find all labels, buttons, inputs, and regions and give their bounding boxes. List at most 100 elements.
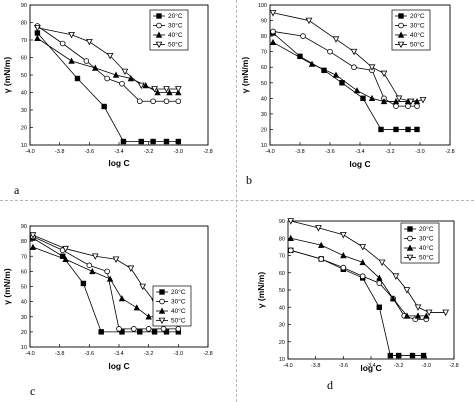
legend-marker bbox=[397, 41, 405, 49]
data-point bbox=[414, 312, 422, 319]
data-point bbox=[119, 329, 125, 335]
y-tick-label: 60 bbox=[261, 65, 267, 71]
legend-marker bbox=[156, 13, 162, 19]
y-tick-label: 90 bbox=[279, 219, 285, 225]
data-point bbox=[34, 34, 41, 41]
y-tick-label: 70 bbox=[21, 38, 27, 44]
data-point bbox=[270, 28, 276, 35]
data-point bbox=[368, 64, 376, 71]
chart-panel-a: -4.0 -3.8 -3.6 -3.4 -3.2 -3.0 -2.8 10 20 30 40 50 60… bbox=[0, 0, 236, 200]
data-point bbox=[419, 97, 427, 104]
y-tick-label: 10 bbox=[279, 357, 285, 363]
y-tick-label: 10 bbox=[21, 345, 27, 351]
data-point bbox=[395, 352, 402, 359]
x-tick-label: -3.8 bbox=[311, 363, 320, 369]
legend-label: 30°C bbox=[171, 298, 186, 306]
legend-marker bbox=[155, 41, 163, 49]
data-point bbox=[92, 64, 99, 71]
data-point bbox=[318, 241, 325, 248]
data-point bbox=[34, 24, 41, 32]
data-point bbox=[101, 103, 107, 110]
data-point bbox=[163, 329, 170, 335]
series-30c bbox=[34, 23, 182, 105]
legend-marker bbox=[397, 31, 405, 38]
data-point bbox=[353, 87, 361, 94]
x-tick-label: -3.0 bbox=[415, 149, 424, 155]
data-point bbox=[160, 326, 167, 332]
data-point bbox=[405, 126, 411, 133]
data-point bbox=[359, 258, 366, 266]
data-point bbox=[112, 71, 120, 78]
data-point bbox=[269, 9, 277, 17]
x-tick-label: -3.4 bbox=[366, 363, 375, 369]
data-point bbox=[120, 138, 127, 145]
legend-marker bbox=[398, 22, 404, 29]
series-40c bbox=[34, 34, 182, 96]
legend-marker bbox=[158, 317, 166, 325]
data-point bbox=[163, 86, 170, 93]
y-tick-label: 30 bbox=[21, 315, 27, 321]
series-50c bbox=[34, 24, 182, 93]
x-axis-label: log C bbox=[108, 158, 129, 168]
data-point bbox=[163, 138, 170, 145]
legend-label: 40°C bbox=[171, 307, 186, 315]
y-tick-label: 50 bbox=[21, 285, 27, 291]
panel-label-a: a bbox=[14, 183, 20, 197]
data-point bbox=[287, 247, 294, 254]
data-point bbox=[98, 329, 104, 335]
data-point bbox=[59, 40, 66, 47]
data-point bbox=[151, 86, 158, 93]
x-tick-label: -3.6 bbox=[339, 363, 348, 369]
data-point bbox=[287, 234, 294, 241]
series-20c bbox=[288, 247, 427, 359]
data-point bbox=[340, 264, 347, 271]
panel-label-b: b bbox=[246, 173, 252, 187]
y-tick-label: 60 bbox=[279, 271, 285, 277]
chart-svg: -4.0 -3.8 -3.6 -3.4 -3.2 -3.0 -2.8 10 20 30 40 50 60… bbox=[240, 3, 455, 169]
y-tick-label: 20 bbox=[21, 330, 27, 336]
data-point bbox=[127, 265, 135, 273]
data-point bbox=[137, 329, 143, 335]
y-axis-label: γ (mN/m) bbox=[256, 272, 266, 309]
data-point bbox=[91, 253, 99, 260]
x-tick-label: -3.4 bbox=[114, 149, 123, 155]
chart-svg: -4.0 -3.8 -3.6 -3.4 -3.2 -3.0 -2.8 10 20 30 40 50 60… bbox=[2, 224, 213, 371]
data-point bbox=[378, 259, 386, 267]
y-axis-label: γ (mN/m) bbox=[2, 268, 12, 305]
data-point bbox=[29, 243, 37, 250]
data-point bbox=[360, 95, 366, 102]
data-point bbox=[131, 326, 137, 332]
data-point bbox=[139, 283, 147, 291]
data-point bbox=[80, 280, 87, 287]
x-tick-label: -3.0 bbox=[422, 363, 431, 369]
data-point bbox=[318, 256, 324, 262]
data-point bbox=[414, 103, 420, 109]
data-point bbox=[150, 98, 156, 105]
data-point bbox=[332, 71, 340, 78]
legend-label: 50°C bbox=[171, 317, 186, 325]
legend-label: 50°C bbox=[168, 41, 183, 49]
data-point bbox=[269, 38, 277, 46]
data-point bbox=[350, 48, 358, 56]
data-point bbox=[59, 253, 66, 259]
data-point bbox=[62, 245, 69, 253]
legend-label: 30°C bbox=[410, 22, 425, 30]
y-axis-label: γ (mN/m) bbox=[2, 57, 12, 94]
x-tick-label: -3.2 bbox=[144, 351, 153, 357]
y-tick-label: 30 bbox=[261, 112, 267, 118]
legend-marker bbox=[398, 13, 404, 19]
data-point bbox=[112, 256, 120, 263]
y-tick-label: 40 bbox=[261, 96, 267, 102]
y-tick-label: 60 bbox=[21, 269, 27, 275]
data-point bbox=[137, 82, 145, 90]
y-tick-label: 70 bbox=[21, 254, 27, 260]
y-tick-label: 20 bbox=[261, 127, 267, 133]
data-point bbox=[380, 70, 388, 78]
legend-label: 20°C bbox=[410, 12, 425, 20]
series-20c bbox=[270, 30, 420, 133]
y-tick-label: 50 bbox=[21, 73, 27, 79]
legend-marker bbox=[158, 307, 166, 314]
legend-marker bbox=[407, 235, 413, 242]
legend: 20°C 30°C40°C 50°C bbox=[149, 9, 189, 51]
